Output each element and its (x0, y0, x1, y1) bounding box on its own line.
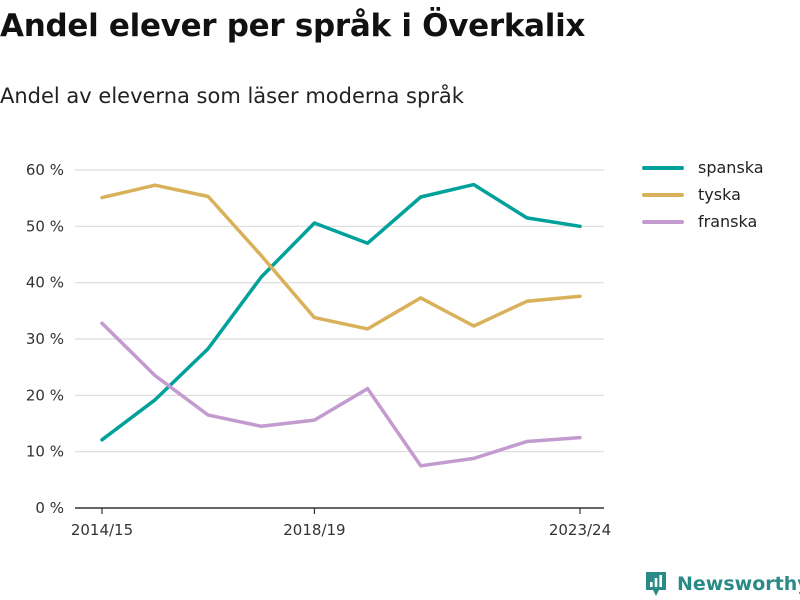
y-tick-label-60: 60 % (26, 161, 64, 179)
series-line-spanska (100, 182, 582, 442)
y-axis-ticks: 0 % 10 % 20 % 30 % 40 % 50 % 60 % (26, 161, 64, 517)
series-line-tyska (100, 183, 582, 331)
legend-swatch-spanska (642, 165, 684, 170)
legend-swatch-tyska (642, 192, 684, 197)
legend-item-spanska[interactable]: spanska (642, 154, 764, 181)
newsworthy-logo-icon (646, 572, 666, 596)
y-tick-label-10: 10 % (26, 443, 64, 461)
gridlines (75, 169, 604, 453)
x-tick-label-2023/24: 2023/24 (549, 521, 611, 539)
series-line-franska (100, 321, 582, 468)
y-tick-label-40: 40 % (26, 274, 64, 292)
x-tick-label-2018/19: 2018/19 (283, 521, 345, 539)
x-tick-label-2014/15: 2014/15 (71, 521, 133, 539)
legend: spanska tyska franska (642, 154, 764, 235)
y-tick-label-0: 0 % (35, 499, 64, 517)
y-tick-label-50: 50 % (26, 217, 64, 235)
y-tick-label-30: 30 % (26, 330, 64, 348)
series-lines (100, 182, 582, 468)
newsworthy-logo[interactable]: Newsworthy (644, 570, 800, 598)
newsworthy-logo-text: Newsworthy (677, 573, 800, 595)
y-tick-label-20: 20 % (26, 386, 64, 404)
legend-item-franska[interactable]: franska (642, 208, 764, 235)
legend-item-tyska[interactable]: tyska (642, 181, 764, 208)
legend-label-franska: franska (698, 212, 758, 231)
legend-label-tyska: tyska (698, 185, 741, 204)
chart-subtitle: Andel av eleverna som läser moderna språ… (0, 84, 464, 108)
x-axis: 2014/15 2018/19 2023/24 (71, 507, 611, 539)
legend-label-spanska: spanska (698, 158, 764, 177)
legend-swatch-franska (642, 219, 684, 224)
chart-title: Andel elever per språk i Överkalix (0, 8, 586, 44)
